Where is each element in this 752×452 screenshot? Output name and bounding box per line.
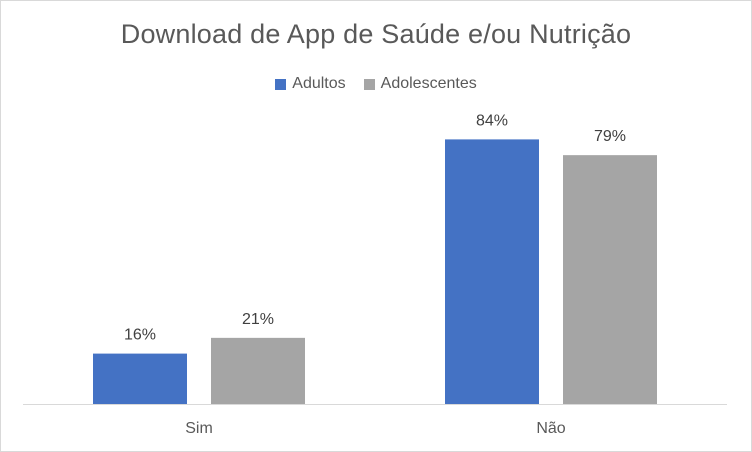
legend-label-adolescentes: Adolescentes — [380, 75, 477, 92]
legend-label-adultos: Adultos — [292, 75, 346, 92]
data-label-adolescentes-0: 21% — [242, 311, 274, 328]
bar-adolescentes-0 — [211, 337, 305, 404]
bar-adolescentes-1 — [563, 155, 657, 404]
data-label-adultos-0: 16% — [124, 327, 156, 344]
data-label-adolescentes-1: 79% — [594, 128, 626, 145]
category-label-1: Não — [536, 420, 565, 437]
category-label-0: Sim — [185, 420, 213, 437]
legend-item-adolescentes: Adolescentes — [363, 75, 477, 93]
legend-swatch-adultos — [275, 78, 287, 90]
legend-swatch-adolescentes — [363, 78, 375, 90]
data-label-adultos-1: 84% — [476, 112, 508, 129]
bar-adultos-0 — [93, 353, 187, 404]
legend: Adultos Adolescentes — [1, 75, 751, 93]
chart-title: Download de App de Saúde e/ou Nutrição — [120, 19, 632, 49]
legend-item-adultos: Adultos — [275, 75, 346, 93]
bar-adultos-1 — [445, 139, 539, 404]
